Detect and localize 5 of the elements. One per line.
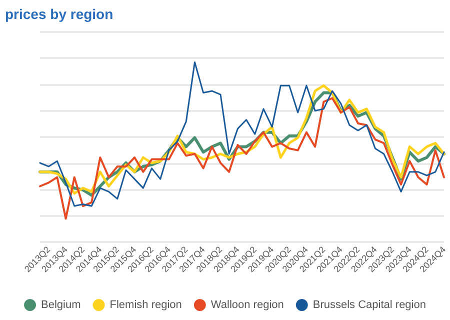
legend-label: Belgium [41, 299, 81, 311]
legend-label: Brussels Capital region [312, 299, 426, 311]
legend-label: Walloon region [210, 299, 284, 311]
legend-label: Flemish region [110, 299, 182, 311]
chart-title: prices by region [5, 6, 114, 22]
